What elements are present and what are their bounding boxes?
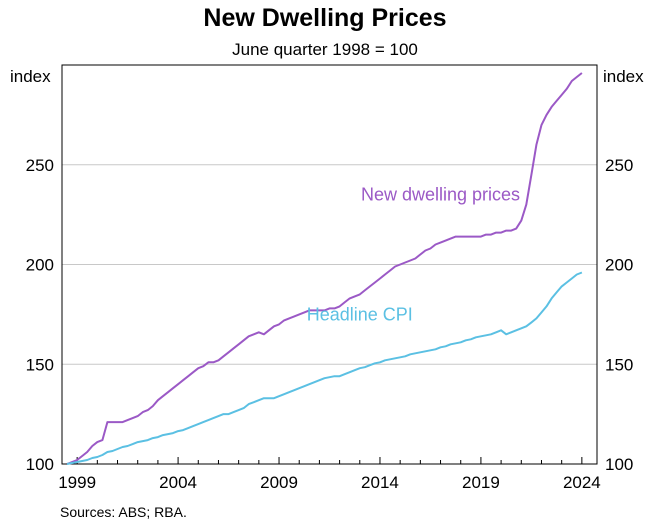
series-line-new-dwelling-prices [66, 72, 583, 465]
annotation-new-dwelling-prices: New dwelling prices [361, 185, 520, 205]
y-tick-label-left: 100 [26, 455, 54, 474]
series-lines [66, 72, 583, 465]
x-tick-label: 2009 [260, 473, 298, 492]
annotation-headline-cpi: Headline CPI [307, 304, 413, 324]
y-tick-label-left: 250 [26, 156, 54, 175]
gridlines [62, 164, 597, 365]
y-tick-label-right: 250 [605, 156, 633, 175]
y-axis-label-right: index [603, 67, 644, 86]
y-tick-label-left: 200 [26, 256, 54, 275]
x-tick-label: 1999 [58, 473, 96, 492]
x-axis-ticks [76, 457, 583, 464]
x-tick-label: 2014 [361, 473, 399, 492]
y-tick-label-right: 100 [605, 455, 633, 474]
source-note: Sources: ABS; RBA. [60, 504, 187, 520]
chart-subtitle: June quarter 1998 = 100 [232, 40, 418, 59]
plot-frame [61, 64, 598, 465]
tick-labels: 100 100 150 150 200 200 250 250 1999 2004 2009 2014… [26, 156, 634, 492]
y-tick-label-left: 150 [26, 355, 54, 374]
y-tick-label-right: 150 [605, 355, 633, 374]
series-line-headline-cpi [66, 271, 583, 465]
x-tick-label: 2019 [462, 473, 500, 492]
chart-title: New Dwelling Prices [203, 4, 447, 32]
y-tick-label-right: 200 [605, 256, 633, 275]
x-tick-label: 2004 [159, 473, 197, 492]
x-tick-label: 2024 [563, 473, 601, 492]
y-axis-label-left: index [10, 67, 51, 86]
